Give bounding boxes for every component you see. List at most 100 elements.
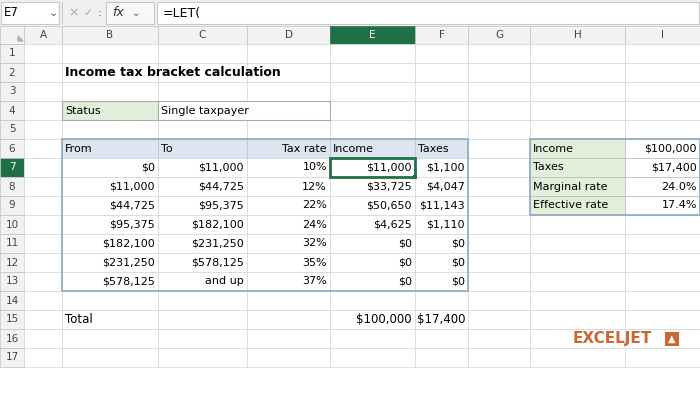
Bar	[330, 253, 415, 272]
Bar	[62, 196, 158, 215]
Text: $0: $0	[398, 258, 412, 268]
Bar	[158, 139, 247, 158]
Bar	[330, 158, 415, 177]
Bar	[625, 215, 700, 234]
Text: C: C	[199, 30, 206, 40]
Bar	[62, 177, 158, 196]
Bar	[62, 177, 158, 196]
Bar	[158, 177, 247, 196]
Bar	[158, 348, 247, 367]
Bar	[247, 215, 330, 234]
Bar	[330, 196, 415, 215]
Text: 12: 12	[6, 258, 19, 268]
Bar	[62, 139, 158, 158]
Bar	[468, 139, 530, 158]
Text: 4: 4	[8, 106, 15, 116]
Bar	[415, 158, 468, 177]
Text: Income tax bracket calculation: Income tax bracket calculation	[65, 66, 281, 79]
Bar	[158, 158, 247, 177]
Bar	[62, 139, 468, 291]
Bar	[530, 177, 625, 196]
Bar	[468, 63, 530, 82]
Polygon shape	[18, 36, 23, 41]
Bar	[247, 139, 330, 158]
Bar	[625, 291, 700, 310]
Bar	[625, 196, 700, 215]
Bar	[158, 101, 247, 120]
Bar	[247, 234, 330, 253]
Text: and up: and up	[205, 276, 244, 286]
Bar	[24, 158, 62, 177]
Text: 24%: 24%	[302, 220, 327, 230]
Bar	[0, 82, 24, 101]
Bar	[0, 101, 24, 120]
Bar	[158, 234, 247, 253]
Bar	[62, 63, 158, 82]
Text: $4,625: $4,625	[373, 220, 412, 230]
Text: :: :	[98, 8, 102, 18]
Bar	[530, 139, 700, 215]
Bar	[158, 196, 247, 215]
Bar	[530, 158, 625, 177]
Bar	[468, 44, 530, 63]
Bar	[62, 101, 158, 120]
Text: fx: fx	[112, 6, 124, 20]
Bar	[330, 82, 415, 101]
Bar	[415, 348, 468, 367]
Bar	[247, 44, 330, 63]
Bar	[158, 253, 247, 272]
Bar	[158, 139, 247, 158]
Text: $0: $0	[398, 238, 412, 248]
Bar	[158, 177, 247, 196]
Bar	[468, 310, 530, 329]
Bar	[158, 329, 247, 348]
Bar	[330, 348, 415, 367]
Text: $100,000: $100,000	[356, 313, 412, 326]
Bar	[468, 348, 530, 367]
Text: Taxes: Taxes	[418, 144, 449, 154]
Bar	[24, 329, 62, 348]
Bar	[530, 158, 625, 177]
Bar	[330, 329, 415, 348]
Bar	[625, 139, 700, 158]
Bar	[62, 253, 158, 272]
Bar	[330, 253, 415, 272]
Text: 10: 10	[6, 220, 19, 230]
Text: $95,375: $95,375	[198, 200, 244, 210]
Bar	[330, 291, 415, 310]
Bar	[0, 310, 24, 329]
Bar	[415, 177, 468, 196]
Bar	[530, 177, 625, 196]
Text: I: I	[661, 30, 664, 40]
Bar	[415, 272, 468, 291]
Bar	[625, 234, 700, 253]
Bar	[415, 253, 468, 272]
Bar	[665, 332, 679, 346]
Text: $0: $0	[451, 238, 465, 248]
Text: $0: $0	[398, 276, 412, 286]
Bar	[62, 196, 158, 215]
Text: ▲: ▲	[668, 334, 676, 344]
Bar	[62, 120, 158, 139]
Bar	[247, 177, 330, 196]
Bar	[62, 44, 158, 63]
Bar	[415, 196, 468, 215]
Text: $182,100: $182,100	[102, 238, 155, 248]
Bar	[415, 158, 468, 177]
Bar	[158, 215, 247, 234]
Text: 11: 11	[6, 238, 19, 248]
Bar	[330, 177, 415, 196]
Text: =LET(: =LET(	[163, 6, 201, 20]
Bar	[247, 158, 330, 177]
Bar	[468, 253, 530, 272]
Bar	[625, 158, 700, 177]
Bar	[625, 82, 700, 101]
Bar	[62, 82, 158, 101]
Bar	[415, 120, 468, 139]
Bar	[158, 196, 247, 215]
Bar	[530, 101, 625, 120]
Bar	[247, 310, 330, 329]
Bar	[0, 196, 24, 215]
Bar	[330, 158, 415, 177]
Bar	[247, 348, 330, 367]
